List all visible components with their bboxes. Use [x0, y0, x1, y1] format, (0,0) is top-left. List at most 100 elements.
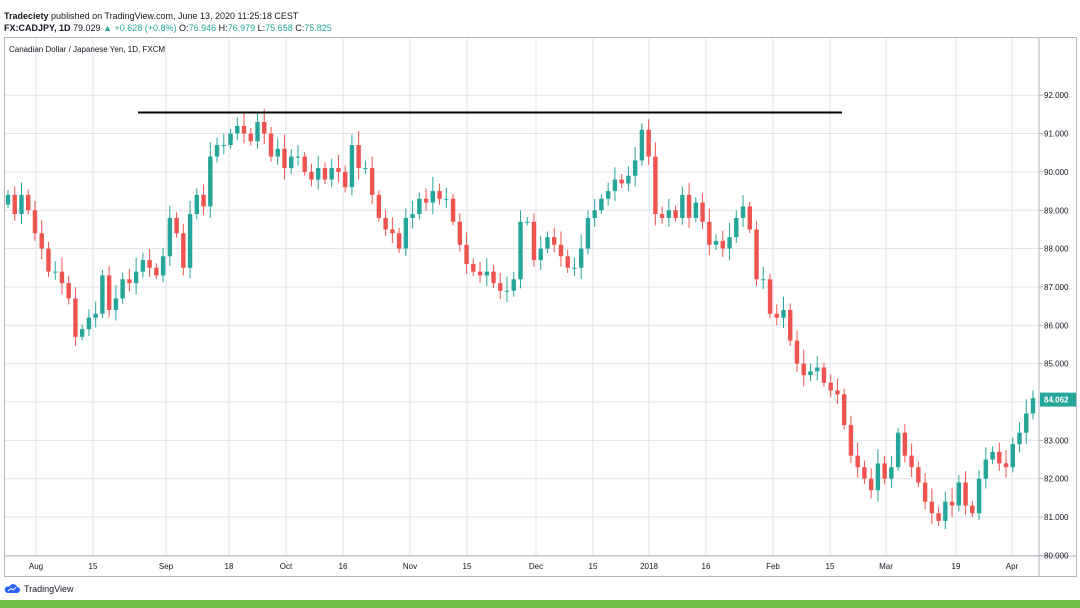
- publisher-name[interactable]: Tradeciety: [4, 11, 49, 21]
- candle: [120, 272, 125, 304]
- candle: [39, 220, 44, 260]
- candle-body: [309, 171, 314, 180]
- candle-body: [612, 179, 618, 192]
- candle: [531, 213, 537, 267]
- candle: [666, 198, 672, 227]
- candle: [66, 275, 71, 305]
- price-tick-label: 90.000: [1044, 168, 1069, 177]
- candle-body: [1010, 444, 1015, 468]
- candle-body: [262, 122, 267, 134]
- candle: [788, 303, 793, 346]
- candle: [680, 186, 685, 225]
- candle-body: [666, 210, 672, 218]
- low-label: L:: [257, 23, 266, 33]
- candle-body: [484, 271, 489, 276]
- time-tick-label: 2018: [640, 562, 658, 571]
- candle-body: [680, 194, 685, 218]
- candle: [498, 272, 503, 300]
- candle: [632, 147, 638, 187]
- tradingview-logo[interactable]: TradingView: [3, 581, 74, 597]
- candle: [59, 257, 65, 295]
- candle-body: [5, 194, 11, 205]
- candle-body: [1030, 398, 1036, 414]
- candle: [113, 285, 119, 321]
- candle: [734, 210, 739, 244]
- candle-body: [120, 279, 125, 299]
- candle: [639, 123, 645, 166]
- time-tick-label: 15: [89, 562, 98, 571]
- candle-body: [632, 160, 638, 176]
- candle-body: [761, 279, 766, 281]
- candle: [707, 208, 712, 256]
- price-axis[interactable]: 92.000 91.000 90.000 89.000 88.000 87.000 86.0…: [1039, 91, 1069, 560]
- candle-body: [659, 214, 665, 218]
- candle: [79, 324, 85, 341]
- candle: [437, 183, 442, 205]
- candle-body: [147, 260, 152, 268]
- time-tick-label: Aug: [29, 562, 43, 571]
- candle: [713, 234, 719, 250]
- candle-body: [916, 467, 921, 483]
- candle-body: [943, 501, 948, 521]
- candle-body: [713, 240, 719, 245]
- chart-pane[interactable]: [4, 37, 1077, 577]
- candle: [289, 149, 294, 175]
- candle-body: [275, 148, 280, 157]
- candle: [444, 187, 449, 208]
- candle-body: [538, 248, 543, 261]
- candle-body: [875, 463, 881, 491]
- close-label: C:: [295, 23, 305, 33]
- candle-body: [59, 271, 65, 284]
- candle: [275, 138, 280, 165]
- candle: [619, 174, 624, 188]
- candle: [808, 363, 813, 382]
- candle-body: [565, 256, 570, 268]
- published-text: published on TradingView.com, June 13, 2…: [51, 11, 299, 21]
- candle: [659, 206, 665, 224]
- candle: [1003, 450, 1009, 478]
- candle: [329, 158, 334, 188]
- candle-body: [113, 298, 119, 310]
- candle-body: [767, 279, 773, 314]
- candle-body: [909, 455, 914, 468]
- candle-body: [255, 122, 260, 142]
- candle: [241, 113, 247, 144]
- candle: [262, 108, 267, 145]
- open-value: 76.946: [188, 23, 217, 33]
- candle: [1024, 399, 1029, 445]
- candle-body: [504, 290, 510, 292]
- time-tick-label: 15: [589, 562, 598, 571]
- candle: [471, 258, 476, 277]
- candle-body: [100, 275, 105, 314]
- candle-body: [336, 168, 341, 172]
- candle-body: [1003, 463, 1009, 468]
- candle: [423, 188, 429, 211]
- candle-body: [734, 217, 739, 238]
- candle: [740, 195, 746, 227]
- time-tick-label: Feb: [766, 562, 780, 571]
- price-tick-label: 86.000: [1044, 321, 1069, 330]
- candle: [140, 252, 146, 278]
- candle-body: [282, 148, 287, 169]
- candle-body: [619, 179, 624, 184]
- candle-body: [821, 367, 827, 383]
- candle: [511, 271, 516, 297]
- candle-body: [19, 194, 24, 215]
- high-value: 76.979: [227, 23, 256, 33]
- candle-body: [430, 191, 436, 203]
- candle: [295, 145, 301, 166]
- candle: [282, 134, 287, 180]
- candle: [801, 349, 806, 387]
- candle-body: [531, 221, 537, 261]
- candle: [983, 447, 988, 489]
- candle-body: [889, 467, 894, 479]
- candle: [720, 230, 726, 257]
- candle: [558, 231, 564, 267]
- candle: [693, 197, 699, 223]
- time-axis[interactable]: Aug 15 Sep 18 Oct 16 Nov 15 Dec 15 2018 16 Feb 15 Mar 1…: [29, 562, 1019, 571]
- candle: [302, 151, 307, 176]
- time-tick-label: Mar: [879, 562, 893, 571]
- candle: [815, 356, 820, 381]
- candle-body: [808, 371, 813, 376]
